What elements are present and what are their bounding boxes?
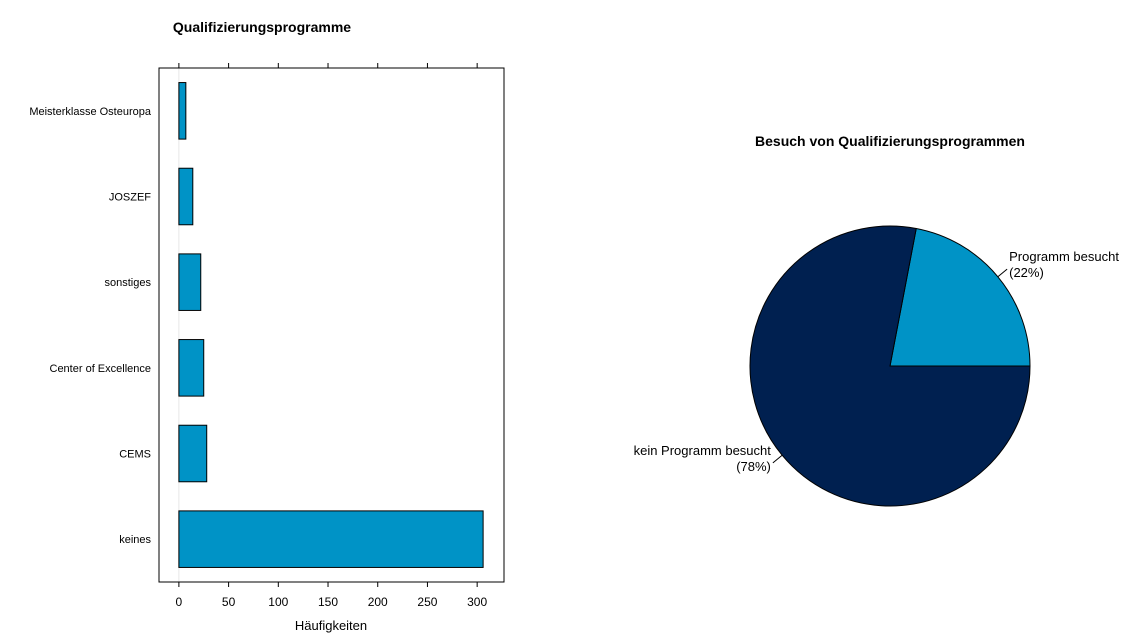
bar-marks — [178, 82, 484, 568]
x-tick-label: 250 — [417, 595, 437, 609]
bar-x-axis-label: Häufigkeiten — [295, 618, 367, 633]
pie-slice-label: kein Programm besucht (78%) — [634, 443, 772, 474]
category-label: Center of Excellence — [50, 363, 152, 375]
x-tick-label: 50 — [222, 595, 236, 609]
pie-slice-label: Programm besucht (22%) — [1009, 249, 1119, 280]
pie-slice-percent: (78%) — [736, 459, 771, 474]
pie-marks — [749, 225, 1031, 507]
category-label: Meisterklasse Osteuropa — [29, 106, 152, 118]
bar — [178, 167, 194, 226]
bar — [178, 424, 208, 483]
bar — [178, 253, 202, 311]
pie-slice-name: Programm besucht — [1009, 249, 1119, 264]
pie-labels: Programm besucht (22%) kein Programm besuc… — [634, 249, 1120, 474]
pie-slice-percent: (22%) — [1009, 265, 1044, 280]
bar-x-axis: 0 50 100 150 200 250 300 — [176, 63, 487, 609]
bar — [178, 510, 484, 568]
pie-chart-title: Besuch von Qualifizierungsprogrammen — [755, 133, 1025, 149]
x-tick-label: 200 — [368, 595, 388, 609]
bar-chart: Qualifizierungsprogramme 0 50 100 150 200 250… — [29, 19, 505, 633]
bar — [178, 339, 205, 397]
pie-slice-name: kein Programm besucht — [634, 443, 772, 458]
x-tick-label: 0 — [176, 595, 183, 609]
bar-plot-frame — [158, 67, 505, 583]
category-label: keines — [119, 534, 151, 546]
category-label: CEMS — [119, 449, 151, 461]
x-tick-label: 150 — [318, 595, 338, 609]
pie-slice — [889, 227, 1031, 367]
bar-chart-title: Qualifizierungsprogramme — [173, 19, 351, 35]
category-label: JOSZEF — [109, 192, 151, 204]
pie-leader-line — [772, 454, 783, 464]
pie-leader-line — [997, 268, 1008, 278]
bar — [178, 82, 187, 140]
pie-chart: Besuch von Qualifizierungsprogrammen Pro… — [634, 133, 1120, 507]
x-tick-label: 300 — [467, 595, 487, 609]
category-label: sonstiges — [105, 277, 152, 289]
x-tick-label: 100 — [268, 595, 288, 609]
bar-y-axis: keines CEMS Center of Excellence sonstiges J… — [29, 106, 152, 546]
